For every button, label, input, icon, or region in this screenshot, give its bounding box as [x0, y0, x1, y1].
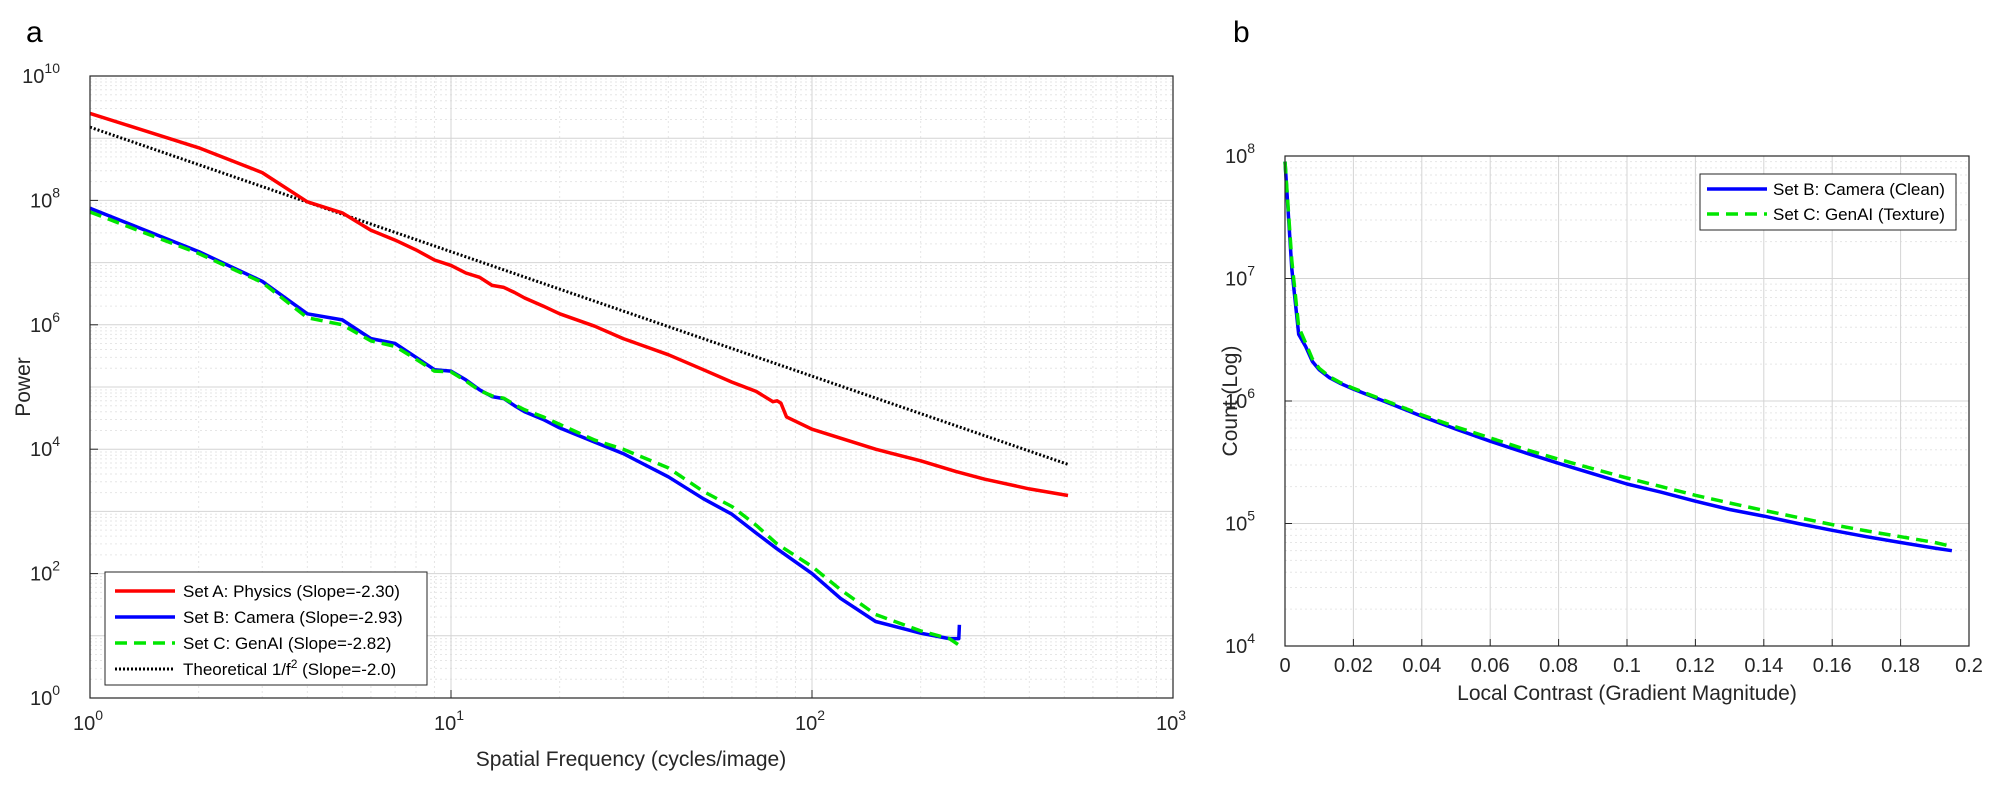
panel-b-x-tick-label: 0.04 — [1402, 655, 1441, 677]
panel-a-legend: Set A: Physics (Slope=-2.30) Set B: Came… — [104, 571, 428, 686]
panel-a-x-tick-label: 103 — [1156, 707, 1186, 735]
panel-b-letter: b — [1233, 16, 1250, 49]
panel-b-y-tick-label: 104 — [1225, 630, 1255, 658]
legend-label-camera-clean: Set B: Camera (Clean) — [1773, 180, 1945, 199]
panel-b-y-tick-label: 107 — [1225, 263, 1255, 291]
panel-b-x-tick-label: 0.16 — [1813, 655, 1852, 677]
panel-a-x-tick-label: 100 — [73, 707, 103, 735]
panel-a-y-tick-label: 104 — [30, 433, 60, 461]
panel-b: b 0 0.02 0.04 0.06 0.08 0.1 0.12 0.14 0.16 0.18 0.… — [1219, 16, 1983, 705]
panel-b-y-tick-label: 108 — [1225, 140, 1255, 168]
panel-b-x-tick-label: 0.06 — [1471, 655, 1510, 677]
panel-b-legend: Set B: Camera (Clean) Set C: GenAI (Text… — [1699, 173, 1957, 231]
panel-a-letter: a — [26, 16, 43, 49]
panel-b-y-axis-label: Count (Log) — [1219, 346, 1242, 457]
series-set-c-genai — [89, 210, 961, 647]
panel-a-axes-frame — [89, 75, 1174, 699]
series-set-b-camera — [89, 206, 962, 641]
panel-a-x-ticks: 100 101 102 103 — [73, 690, 1186, 735]
panel-b-x-ticks: 0 0.02 0.04 0.06 0.08 0.1 0.12 0.14 0.16 0.18 0.2 — [1279, 639, 1983, 677]
series-theoretical — [89, 125, 1069, 466]
panel-a-series — [89, 111, 1069, 647]
series-set-a-physics — [89, 111, 1069, 498]
panel-b-x-tick-label: 0.02 — [1334, 655, 1373, 677]
panel-a-y-tick-label: 1010 — [22, 60, 60, 88]
panel-b-legend-box — [1699, 173, 1957, 231]
panel-a: a 100 101 102 103 100 102 104 106 108 1010 Spati… — [12, 16, 1186, 771]
panel-a-y-tick-label: 108 — [30, 184, 60, 212]
series-camera-clean — [1283, 161, 1953, 553]
panel-b-x-tick-label: 0.18 — [1881, 655, 1920, 677]
panel-b-y-ticks: 104 105 106 107 108 — [1225, 140, 1292, 658]
panel-b-x-tick-label: 0.08 — [1539, 655, 1578, 677]
panel-a-y-tick-label: 100 — [30, 682, 60, 710]
panel-a-y-ticks: 100 102 104 106 108 1010 — [22, 60, 98, 710]
legend-label-genai-texture: Set C: GenAI (Texture) — [1773, 205, 1945, 224]
series-genai-texture — [1283, 161, 1953, 549]
legend-label-theoretical: Theoretical 1/f2 (Slope=-2.0) — [183, 657, 396, 679]
panel-b-x-tick-label: 0.1 — [1613, 655, 1641, 677]
panel-a-x-axis-label: Spatial Frequency (cycles/image) — [476, 748, 786, 771]
panel-b-series — [1283, 161, 1953, 553]
legend-label-set-c: Set C: GenAI (Slope=-2.82) — [183, 634, 391, 653]
panel-a-y-tick-label: 102 — [30, 558, 60, 586]
panel-a-x-tick-label: 102 — [795, 707, 825, 735]
panel-a-y-axis-label: Power — [12, 357, 35, 417]
panel-b-x-tick-label: 0.14 — [1744, 655, 1783, 677]
panel-a-x-tick-label: 101 — [434, 707, 464, 735]
panel-b-x-tick-label: 0.2 — [1955, 655, 1983, 677]
panel-b-x-tick-label: 0.12 — [1676, 655, 1715, 677]
panel-b-x-tick-label: 0 — [1279, 655, 1290, 677]
panel-b-y-tick-label: 106 — [1225, 385, 1255, 413]
panel-b-y-tick-label: 105 — [1225, 508, 1255, 536]
panel-a-y-tick-label: 106 — [30, 309, 60, 337]
panel-b-x-axis-label: Local Contrast (Gradient Magnitude) — [1457, 682, 1797, 705]
legend-label-set-a: Set A: Physics (Slope=-2.30) — [183, 582, 400, 601]
legend-label-set-b: Set B: Camera (Slope=-2.93) — [183, 608, 403, 627]
